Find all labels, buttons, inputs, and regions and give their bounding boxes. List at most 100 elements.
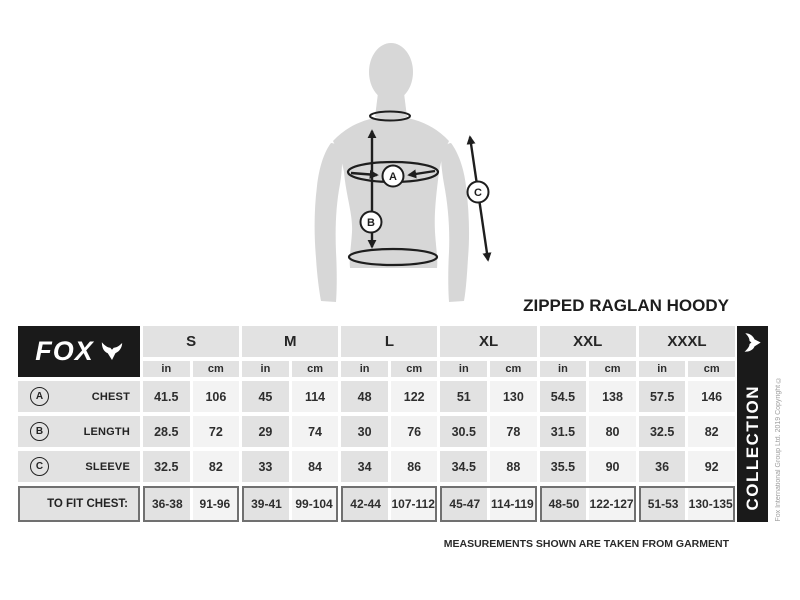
size-col-header-s: S (143, 326, 240, 357)
size-col-header-xxl: XXL (539, 326, 636, 357)
fit-value: 42-44 (343, 488, 388, 520)
fox-logo: FOX (18, 326, 140, 377)
fit-value: 51-53 (640, 488, 686, 520)
value-cell: 54.5 (539, 381, 587, 412)
fit-value: 45-47 (442, 488, 488, 520)
value-cell: 36 (638, 451, 686, 482)
row-label: SLEEVE (85, 460, 130, 473)
marker-badge-b: B (30, 422, 49, 441)
value-cell: 28.5 (143, 416, 190, 447)
fit-row-header: TO FIT CHEST: (18, 486, 140, 522)
chest-arrow-left (350, 169, 379, 179)
unit-header: in (242, 361, 289, 377)
garment-measurement-diagram: A B C (314, 43, 492, 302)
unit-header: in (638, 361, 686, 377)
unit-header: cm (390, 361, 438, 377)
chest-arrow-right (407, 169, 436, 179)
fit-value: 107-112 (390, 488, 436, 520)
value-cell: 82 (192, 451, 240, 482)
marker-a: A (381, 164, 405, 188)
svg-text:A: A (389, 171, 397, 183)
unit-header: cm (291, 361, 339, 377)
value-cell: 78 (490, 416, 537, 447)
value-cell: 106 (192, 381, 240, 412)
fit-cell-group: 45-47 114-119 (440, 486, 537, 522)
value-cell: 122 (390, 381, 438, 412)
size-col-header-m: M (242, 326, 339, 357)
fit-cell-group: 51-53 130-135 (638, 486, 735, 522)
marker-badge-a: A (30, 387, 49, 406)
unit-header: cm (192, 361, 240, 377)
value-cell: 30.5 (440, 416, 488, 447)
collection-sidebar: COLLECTION (737, 326, 768, 522)
value-cell: 35.5 (539, 451, 587, 482)
value-cell: 86 (390, 451, 438, 482)
measurement-footnote: MEASUREMENTS SHOWN ARE TAKEN FROM GARMEN… (443, 538, 729, 550)
value-cell: 92 (688, 451, 735, 482)
size-col-header-l: L (341, 326, 438, 357)
unit-header: cm (490, 361, 537, 377)
unit-header: cm (589, 361, 636, 377)
marker-c: C (466, 180, 490, 204)
row-header-chest: A CHEST (18, 381, 140, 412)
value-cell: 29 (242, 416, 289, 447)
value-cell: 33 (242, 451, 289, 482)
value-cell: 84 (291, 451, 339, 482)
size-col-header-xxxl: XXXL (638, 326, 735, 357)
fit-value: 36-38 (145, 488, 190, 520)
neck-ellipse (369, 110, 411, 122)
value-cell: 76 (390, 416, 438, 447)
unit-header: cm (688, 361, 735, 377)
fox-head-icon (101, 342, 122, 360)
unit-header: in (341, 361, 388, 377)
value-cell: 45 (242, 381, 289, 412)
value-cell: 30 (341, 416, 388, 447)
marker-badge-c: C (30, 457, 49, 476)
fox-head-icon (744, 333, 761, 352)
unit-header: in (143, 361, 190, 377)
size-chart-table: FOX S M L XL XXL XXXL in cm in cm in cm … (18, 326, 735, 522)
value-cell: 130 (490, 381, 537, 412)
fit-cell-group: 42-44 107-112 (341, 486, 438, 522)
fit-value: 130-135 (688, 488, 733, 520)
fit-value: 122-127 (589, 488, 634, 520)
value-cell: 32.5 (638, 416, 686, 447)
value-cell: 57.5 (638, 381, 686, 412)
row-header-length: B LENGTH (18, 416, 140, 447)
value-cell: 114 (291, 381, 339, 412)
value-cell: 74 (291, 416, 339, 447)
unit-header: in (539, 361, 587, 377)
svg-text:B: B (367, 217, 375, 229)
size-col-header-xl: XL (440, 326, 537, 357)
value-cell: 82 (688, 416, 735, 447)
fit-cell-group: 48-50 122-127 (539, 486, 636, 522)
unit-header: in (440, 361, 488, 377)
marker-b: B (359, 210, 383, 234)
value-cell: 51 (440, 381, 488, 412)
collection-label: COLLECTION (742, 384, 762, 511)
copyright-column: Fox International Group Ltd. 2019 Copyri… (771, 326, 786, 522)
fit-value: 48-50 (541, 488, 587, 520)
fit-value: 99-104 (291, 488, 337, 520)
fit-value: 39-41 (244, 488, 289, 520)
row-label: LENGTH (83, 425, 130, 438)
value-cell: 48 (341, 381, 388, 412)
fit-cell-group: 39-41 99-104 (242, 486, 339, 522)
hem-ellipse (347, 247, 439, 267)
value-cell: 90 (589, 451, 636, 482)
value-cell: 146 (688, 381, 735, 412)
value-cell: 34.5 (440, 451, 488, 482)
fit-value: 91-96 (192, 488, 238, 520)
value-cell: 72 (192, 416, 240, 447)
fox-logo-text: FOX (35, 336, 94, 366)
torso-silhouette (314, 43, 470, 302)
product-title: ZIPPED RAGLAN HOODY (523, 296, 729, 315)
value-cell: 138 (589, 381, 636, 412)
copyright-text: Fox International Group Ltd. 2019 Copyri… (775, 376, 782, 522)
fit-cell-group: 36-38 91-96 (143, 486, 240, 522)
row-header-sleeve: C SLEEVE (18, 451, 140, 482)
value-cell: 41.5 (143, 381, 190, 412)
value-cell: 88 (490, 451, 537, 482)
svg-text:C: C (474, 187, 482, 199)
value-cell: 32.5 (143, 451, 190, 482)
